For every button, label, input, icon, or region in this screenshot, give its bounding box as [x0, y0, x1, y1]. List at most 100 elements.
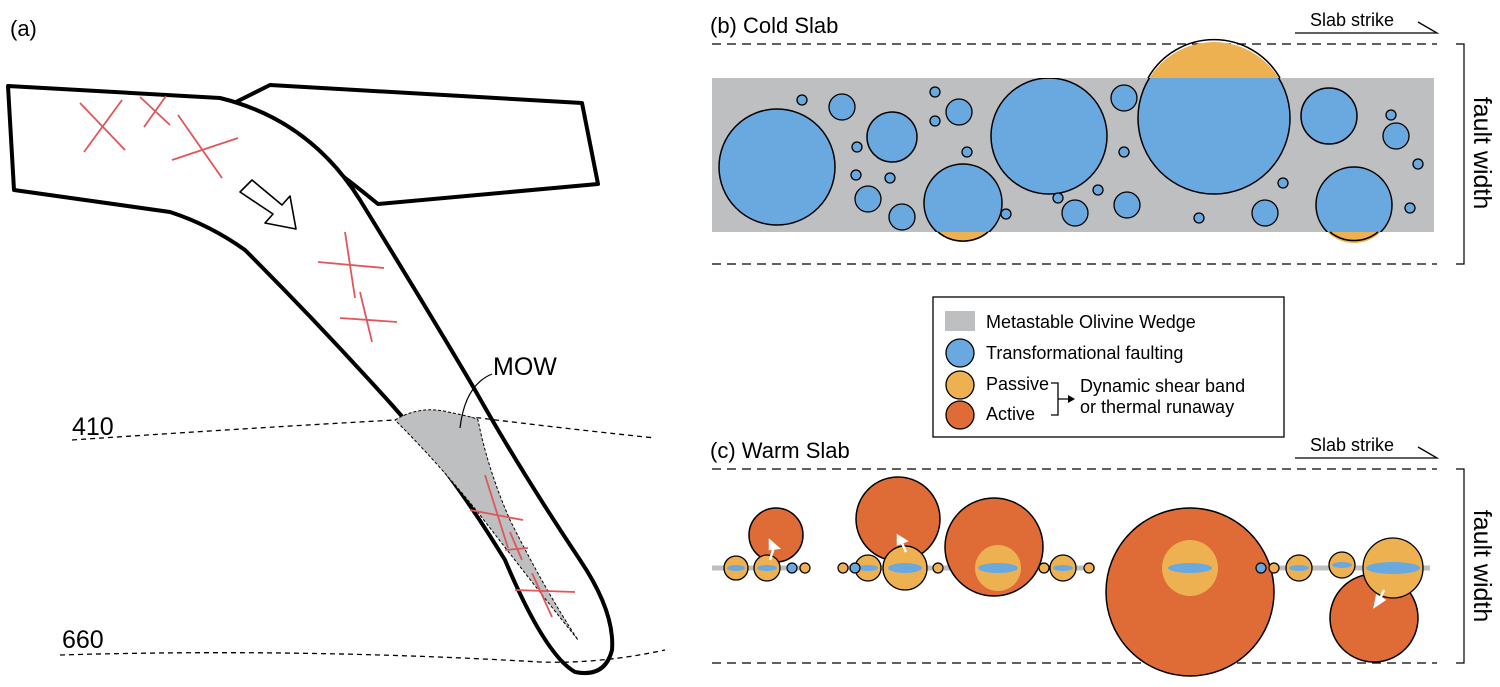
- fault-cross: [317, 231, 385, 299]
- small-circle: [828, 93, 856, 121]
- fault-cross: [171, 114, 239, 179]
- panel-c-fault-width-bracket: [1456, 468, 1465, 664]
- legend-active-swatch: [945, 400, 975, 430]
- active-circles: [748, 476, 1419, 677]
- panel-c: (c) Warm Slab Slab strike fault width: [710, 435, 1496, 677]
- small-circle: [837, 562, 849, 574]
- transformational-ellipse: [1289, 565, 1309, 571]
- transformational-ellipses: [727, 562, 1420, 574]
- transformational-faulting-circles: [718, 78, 1393, 232]
- transformational-ellipse: [1053, 565, 1073, 571]
- legend-dynamic-label-line2: or thermal runaway: [1080, 397, 1234, 417]
- panel-b-fault-width-bracket: [1456, 43, 1465, 265]
- fault-cross: [339, 291, 398, 343]
- transformational-circle: [923, 163, 1003, 232]
- small-circle: [929, 115, 941, 127]
- small-circle: [884, 172, 896, 184]
- transformational-ellipse: [757, 565, 777, 571]
- small-circle: [1255, 562, 1267, 574]
- legend-passive-label: Passive: [986, 374, 1049, 394]
- panel-b-slab-strike-arrow-icon: [1295, 21, 1440, 34]
- growth-arrow-icon: [768, 538, 781, 551]
- panel-c-fault-width-label: fault width: [1468, 510, 1496, 623]
- panel-c-label: (c) Warm Slab: [710, 438, 850, 463]
- small-circle: [1382, 122, 1410, 150]
- fault-cross: [469, 474, 524, 549]
- transformational-ellipse: [727, 565, 745, 571]
- legend-box: [932, 296, 1285, 438]
- small-circle: [1061, 199, 1089, 227]
- legend-wedge-swatch: [945, 311, 975, 331]
- mow-pointer: [459, 373, 493, 429]
- small-circle: [1277, 177, 1289, 189]
- transformational-circle: [1315, 166, 1393, 232]
- panel-c-slab-strike-arrow-icon: [1295, 446, 1440, 459]
- small-transformational-circles: [796, 84, 1424, 231]
- small-circle: [945, 98, 973, 126]
- legend-passive-swatch: [945, 370, 975, 400]
- small-circle: [1083, 562, 1095, 574]
- transformational-ellipse: [1366, 562, 1420, 574]
- legend-dynamic-label-line1: Dynamic shear band: [1080, 376, 1245, 396]
- fault-cross: [79, 99, 126, 153]
- mow-label: MOW: [493, 353, 557, 381]
- growth-arrow-icon: [896, 533, 909, 546]
- small-circle: [851, 141, 863, 153]
- fault-cross: [514, 572, 576, 618]
- small-circle: [1385, 109, 1397, 121]
- small-circle: [1110, 84, 1138, 112]
- small-circle: [1000, 208, 1012, 220]
- subducting-slab: [6, 84, 615, 675]
- small-circle: [849, 562, 861, 574]
- passive-cap-outline: [1147, 39, 1281, 79]
- legend-bracket-arrow-icon: [1068, 395, 1075, 403]
- transformational-circle: [1137, 78, 1291, 195]
- small-circle: [1113, 191, 1141, 219]
- panel-a: (a) 410 660 MOW: [6, 16, 666, 675]
- small-circle: [1092, 184, 1104, 196]
- small-circle: [850, 169, 862, 181]
- fault-cross: [139, 95, 171, 128]
- small-circle: [1251, 199, 1279, 227]
- legend-wedge-label: Metastable Olivine Wedge: [986, 312, 1196, 332]
- passive-cap-outline: [937, 231, 989, 242]
- depth-660-label: 660: [62, 626, 104, 654]
- depth-410-label: 410: [72, 413, 114, 441]
- small-circle: [786, 562, 798, 574]
- small-circle: [929, 86, 941, 98]
- small-circle: [854, 185, 882, 213]
- transformational-circle: [1300, 87, 1358, 145]
- small-circle: [1412, 158, 1424, 170]
- panel-b-label: (b) Cold Slab: [710, 13, 838, 38]
- transformational-ellipse: [888, 563, 922, 573]
- panel-b: (b) Cold Slab Slab strike fault width: [710, 10, 1496, 265]
- subduction-arrow-icon: [239, 179, 297, 230]
- transformational-ellipse: [978, 563, 1018, 573]
- transformational-circle: [718, 108, 836, 226]
- transformational-ellipse: [1168, 563, 1212, 573]
- growth-arrows: [768, 533, 1387, 609]
- transformational-circle: [990, 78, 1108, 195]
- growth-arrow-icon: [1373, 594, 1387, 609]
- small-circle: [796, 94, 808, 106]
- small-circle: [961, 146, 973, 158]
- small-circle: [1268, 562, 1280, 574]
- small-circle: [1404, 202, 1416, 214]
- depth-410-line: [71, 416, 656, 441]
- panel-b-slab-strike-label: Slab strike: [1310, 10, 1394, 30]
- panel-a-label: (a): [10, 16, 37, 41]
- fault-cross: [504, 531, 529, 561]
- small-circle: [1052, 192, 1064, 204]
- fault-crosses: [79, 95, 576, 618]
- small-circle: [932, 562, 944, 574]
- transformational-ellipse: [1332, 562, 1352, 568]
- small-circles: [786, 562, 1280, 574]
- small-circle: [1193, 212, 1205, 224]
- small-circle: [1118, 146, 1130, 158]
- transformational-ellipse: [858, 565, 878, 571]
- legend: Metastable Olivine Wedge Transformationa…: [932, 296, 1285, 438]
- transformational-circle: [866, 111, 918, 163]
- passive-cap-outline: [1329, 231, 1379, 242]
- small-circle: [888, 203, 916, 231]
